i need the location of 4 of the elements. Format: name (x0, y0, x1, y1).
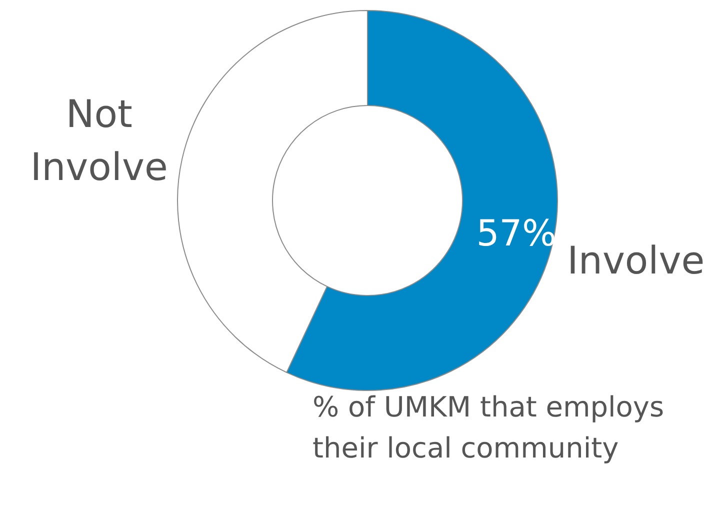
slice-label: Not Involve (30, 92, 168, 189)
data-label: 57% (476, 213, 556, 254)
slice-label: Involve (567, 238, 705, 282)
text: % of UMKM that employs their local community (312, 390, 664, 465)
